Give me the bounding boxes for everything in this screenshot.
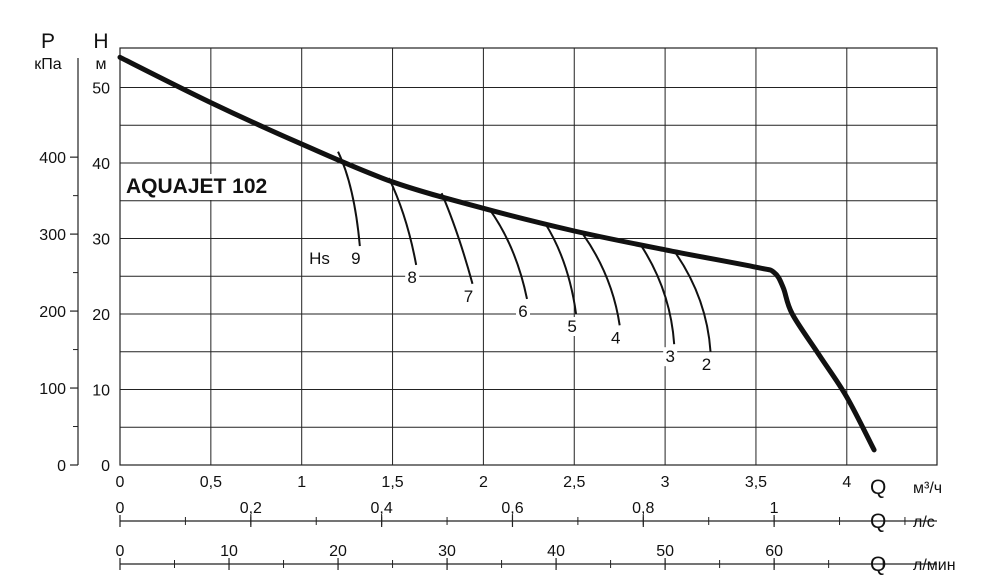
m3h-tick-label: 2,5 [563,474,585,491]
chart-labels: 9 8 7 6 5 4 3 2 Hs AQUAJET 102 [124,174,714,374]
hs-curve-3 [640,245,676,345]
hs-curve-label-7: 7 [464,287,473,306]
hs-label-bg [461,286,476,306]
ls-axis-letter: Q [870,510,886,533]
lmin-axis-letter: Q [870,553,886,576]
hs-curve-8 [388,177,418,266]
h-axis-unit: м [96,56,107,73]
ls-tick-label: 0,2 [240,500,262,517]
hs-curve-label-3: 3 [665,347,674,366]
hs-curve-9 [337,151,361,247]
m3h-tick-label: 3,5 [745,474,767,491]
hs-curve-7 [440,192,474,285]
plot-frame [119,47,938,466]
p-axis-unit: кПа [34,56,62,73]
hs-label-bg [348,249,363,269]
ls-axis-unit: л/с [913,514,935,531]
h-tick-label: 10 [92,383,110,400]
lmin-tick-label: 10 [220,543,238,560]
hs-curve-label-9: 9 [351,249,360,268]
hs-curve-5 [544,222,578,315]
hs-label-bg [608,328,623,348]
hs-label: Hs [309,249,330,268]
ls-tick-label: 0 [116,500,125,517]
chart-title: AQUAJET 102 [126,175,267,198]
h-tick-label: 30 [92,232,110,249]
hs-curve-label-2: 2 [702,355,711,374]
ls-tick-label: 0,8 [632,500,654,517]
p-tick-label: 200 [39,304,66,321]
hs-curve-6 [488,207,528,300]
hs-label-bg [663,347,678,367]
lmin-axis-unit: л/мин [913,557,956,574]
m3h-tick-label: 3 [661,474,670,491]
chart-curves [117,54,877,453]
ls-tick-label: 1 [770,500,779,517]
hs-curve-2 [675,253,712,352]
m3h-tick-label: 2 [479,474,488,491]
ls-tick-label: 0,4 [371,500,393,517]
hs-label-bg [516,301,531,321]
hs-curve-4 [582,234,621,326]
lmin-tick-label: 60 [765,543,783,560]
p-tick-label: 400 [39,150,66,167]
m3h-tick-label: 4 [842,474,851,491]
hs-curve-label-4: 4 [611,328,620,347]
h-tick-label: 50 [92,81,110,98]
hs-curve-label-5: 5 [567,317,576,336]
p-tick-label: 100 [39,381,66,398]
p-tick-label: 0 [57,458,66,475]
h-axis-letter: H [93,30,108,53]
m3h-axis-unit: м³/ч [913,480,942,497]
lmin-tick-label: 40 [547,543,565,560]
p-tick-label: 300 [39,227,66,244]
lmin-tick-label: 0 [116,543,125,560]
main-head-curve [117,54,877,453]
h-tick-label: 40 [92,156,110,173]
hs-label-bg [405,267,420,287]
h-tick-label: 20 [92,307,110,324]
lmin-tick-label: 20 [329,543,347,560]
m3h-tick-label: 1 [297,474,306,491]
hs-label-bg [699,354,714,374]
m3h-tick-label: 1,5 [381,474,403,491]
lmin-tick-label: 50 [656,543,674,560]
p-axis-letter: P [41,30,55,53]
ls-tick-label: 0,6 [501,500,523,517]
m3h-axis-letter: Q [870,476,886,499]
hs-label-bg [307,247,334,269]
h-tick-label: 0 [101,458,110,475]
m3h-tick-label: 0,5 [200,474,222,491]
hs-curve-label-6: 6 [518,302,527,321]
title-bg [124,174,270,200]
hs-label-bg [565,317,580,336]
lmin-tick-label: 30 [438,543,456,560]
chart-grid [119,47,938,466]
hs-curve-label-8: 8 [407,268,416,287]
m3h-tick-label: 0 [116,474,125,491]
